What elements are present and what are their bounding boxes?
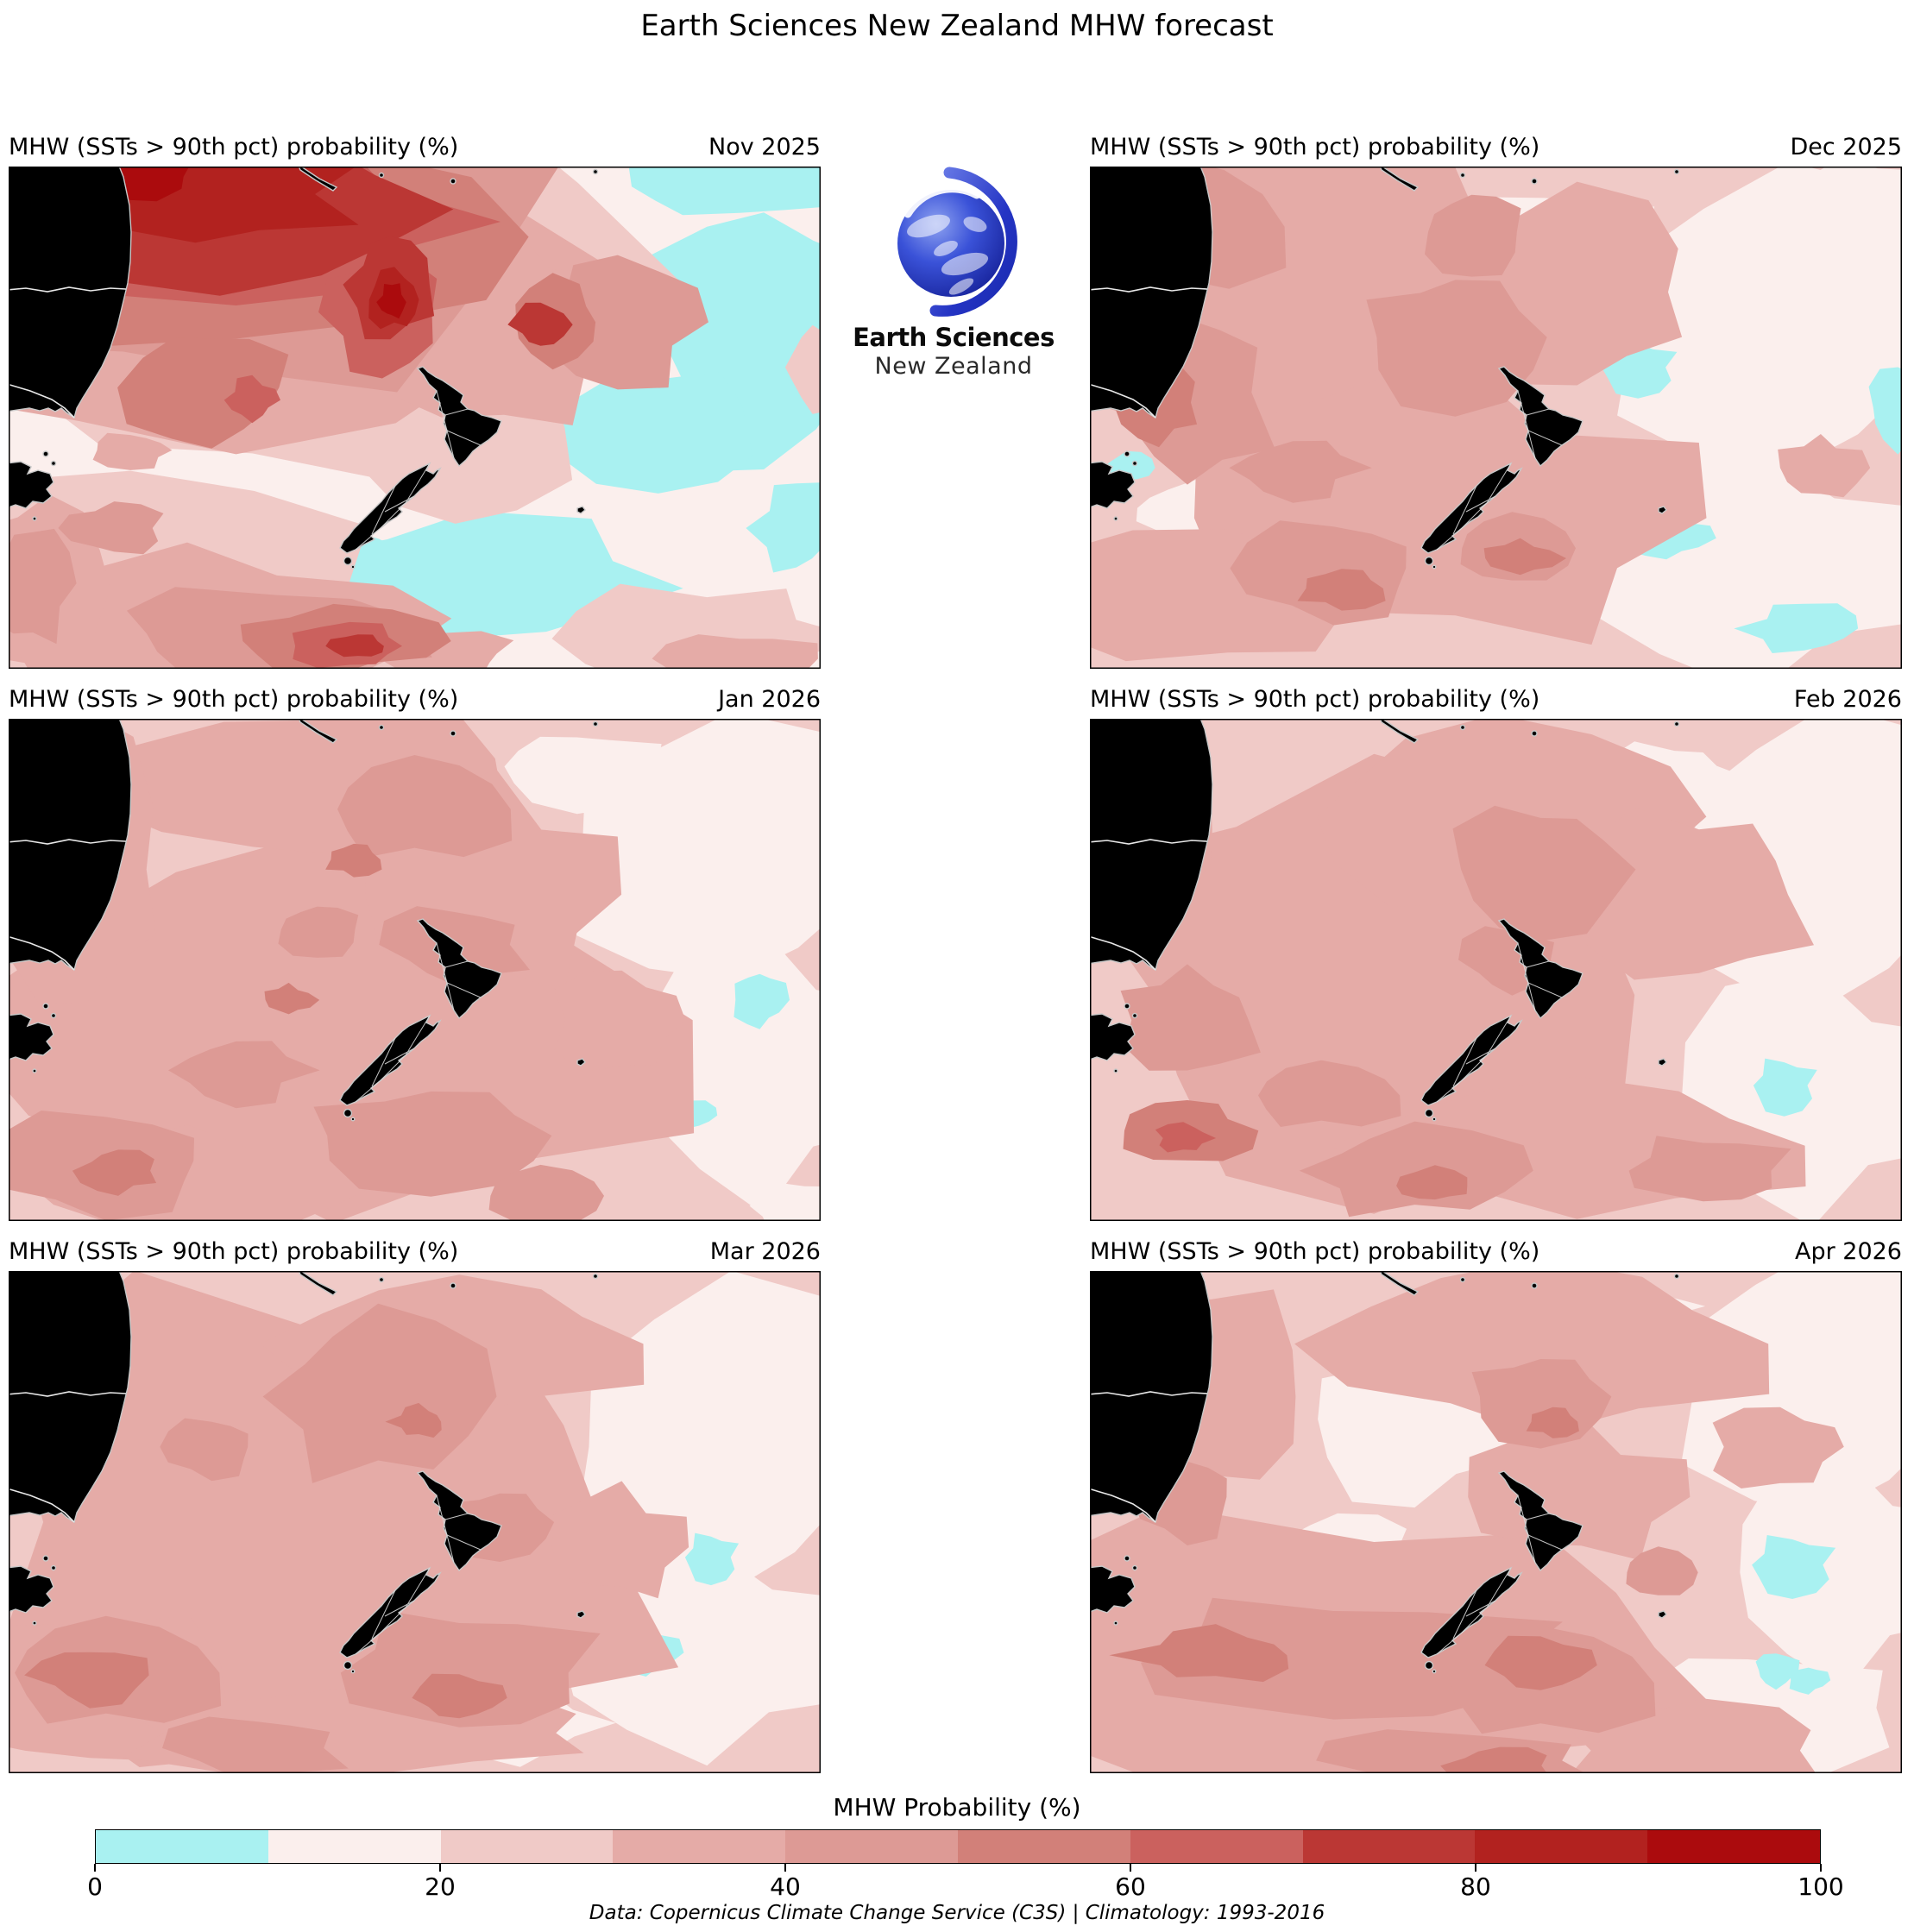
- earth-globe-icon: [897, 167, 1017, 317]
- panel-date: Jan 2026: [718, 686, 821, 713]
- panel-date: Nov 2025: [708, 134, 821, 160]
- logo-text-line1: Earth Sciences: [853, 323, 1055, 352]
- colorbar-segment-4: [785, 1830, 958, 1863]
- map-panel-dec-2025: [1090, 167, 1902, 669]
- panel-title: MHW (SSTs > 90th pct) probability (%): [1090, 1238, 1540, 1265]
- figure-title: Earth Sciences New Zealand MHW forecast: [640, 9, 1274, 43]
- colorbar-tick-labels: 0 20 40 60 80 100: [87, 1872, 1844, 1902]
- panel-date: Dec 2025: [1790, 134, 1902, 160]
- colorbar-segment-2: [440, 1830, 614, 1863]
- colorbar-segment-5: [957, 1830, 1130, 1863]
- colorbar-segment-6: [1130, 1830, 1303, 1863]
- colorbar-tick-label: 60: [1115, 1872, 1146, 1901]
- logo: Earth Sciences New Zealand: [822, 164, 1085, 380]
- colorbar-tick-label: 80: [1460, 1872, 1491, 1901]
- map-panel-feb-2026: [1090, 719, 1902, 1221]
- mhw-map-apr-2026: [1090, 1271, 1902, 1773]
- mhw-map-jan-2026: [9, 719, 821, 1221]
- colorbar-tick: [1820, 1864, 1822, 1872]
- colorbar-tick: [1130, 1864, 1131, 1872]
- logo-text-line2: New Zealand: [874, 353, 1033, 380]
- colorbar-tick-label: 0: [87, 1872, 103, 1901]
- map-panel-apr-2026: [1090, 1271, 1902, 1773]
- colorbar-segment-9: [1647, 1830, 1820, 1863]
- map-panel-jan-2026: [9, 719, 821, 1221]
- colorbar-title: MHW Probability (%): [833, 1793, 1081, 1822]
- colorbar-tick: [94, 1864, 96, 1872]
- panel-title: MHW (SSTs > 90th pct) probability (%): [9, 1238, 459, 1265]
- mhw-map-mar-2026: [9, 1271, 821, 1773]
- map-panel-nov-2025: [9, 167, 821, 669]
- colorbar-segment-1: [268, 1830, 441, 1863]
- panel-header-nov-2025: MHW (SSTs > 90th pct) probability (%) No…: [9, 134, 821, 160]
- map-panel-mar-2026: [9, 1271, 821, 1773]
- colorbar-segment-8: [1475, 1830, 1648, 1863]
- mhw-map-feb-2026: [1090, 719, 1902, 1221]
- panel-title: MHW (SSTs > 90th pct) probability (%): [9, 134, 459, 160]
- colorbar-segment-7: [1302, 1830, 1476, 1863]
- panel-header-mar-2026: MHW (SSTs > 90th pct) probability (%) Ma…: [9, 1238, 821, 1265]
- panel-header-dec-2025: MHW (SSTs > 90th pct) probability (%) De…: [1090, 134, 1902, 160]
- panel-header-jan-2026: MHW (SSTs > 90th pct) probability (%) Ja…: [9, 686, 821, 713]
- mhw-map-nov-2025: [9, 167, 821, 669]
- panel-header-feb-2026: MHW (SSTs > 90th pct) probability (%) Fe…: [1090, 686, 1902, 713]
- colorbar-tick-label: 40: [770, 1872, 801, 1901]
- panel-title: MHW (SSTs > 90th pct) probability (%): [1090, 686, 1540, 713]
- colorbar-ticks: [94, 1864, 1822, 1874]
- colorbar-tick-label: 20: [425, 1872, 456, 1901]
- colorbar-tick-label: 100: [1798, 1872, 1844, 1901]
- footer-credit: Data: Copernicus Climate Change Service …: [589, 1902, 1325, 1924]
- colorbar-tick: [784, 1864, 786, 1872]
- colorbar: [95, 1829, 1821, 1864]
- colorbar-tick: [1475, 1864, 1476, 1872]
- panel-header-apr-2026: MHW (SSTs > 90th pct) probability (%) Ap…: [1090, 1238, 1902, 1265]
- colorbar-segment-3: [613, 1830, 786, 1863]
- panel-title: MHW (SSTs > 90th pct) probability (%): [9, 686, 459, 713]
- mhw-map-dec-2025: [1090, 167, 1902, 669]
- panel-title: MHW (SSTs > 90th pct) probability (%): [1090, 134, 1540, 160]
- colorbar-segment-0: [96, 1830, 268, 1863]
- panel-date: Mar 2026: [709, 1238, 821, 1265]
- colorbar-tick: [439, 1864, 441, 1872]
- panel-date: Apr 2026: [1794, 1238, 1902, 1265]
- panel-date: Feb 2026: [1793, 686, 1902, 713]
